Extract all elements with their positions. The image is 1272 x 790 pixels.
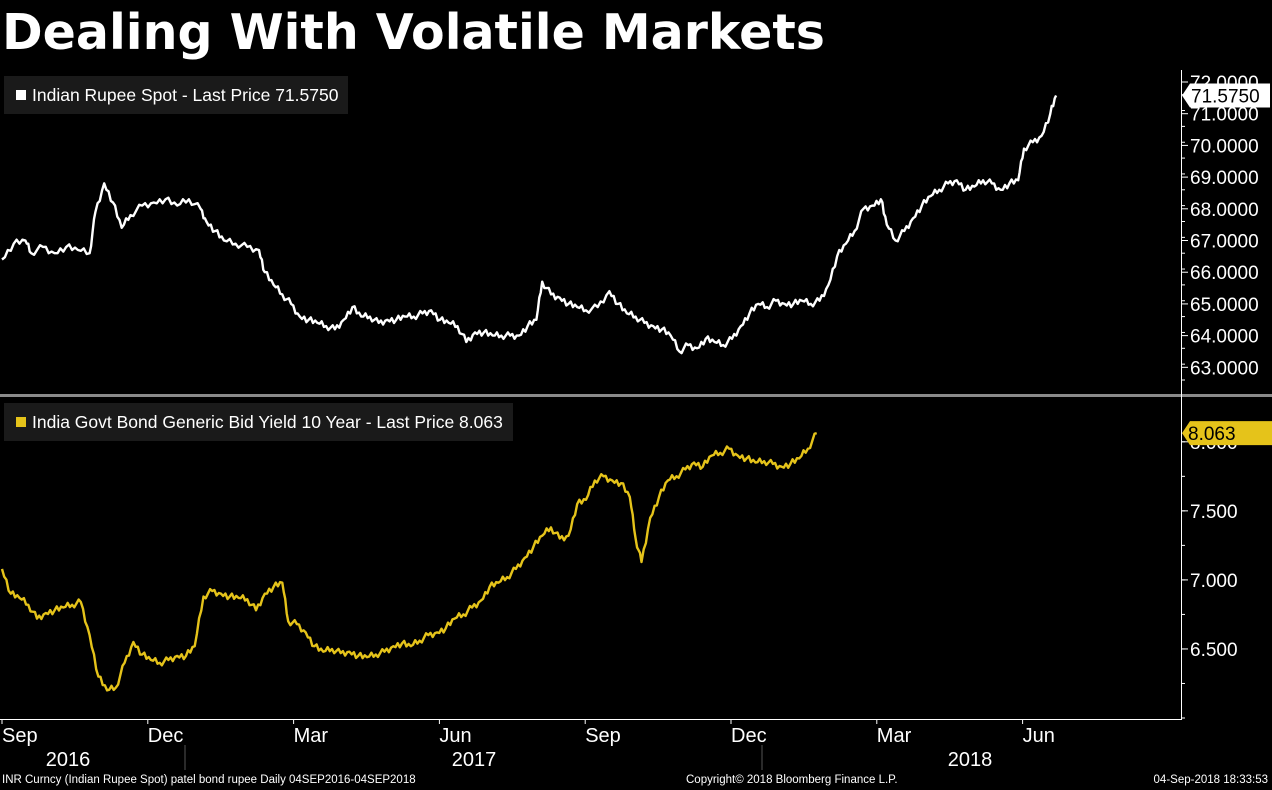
bond-ytick-label: 6.500: [1190, 640, 1238, 661]
chart-title: Dealing With Volatile Markets: [2, 4, 825, 61]
x-month-label: Mar: [294, 725, 329, 747]
x-month-label: Dec: [148, 725, 184, 747]
x-month-label: Sep: [2, 725, 38, 747]
bond-legend: India Govt Bond Generic Bid Yield 10 Yea…: [4, 403, 513, 441]
x-year-label: 2016: [46, 749, 91, 771]
x-month-label: Dec: [731, 725, 767, 747]
x-month-label: Sep: [585, 725, 621, 747]
bond-legend-text: India Govt Bond Generic Bid Yield 10 Yea…: [32, 412, 503, 432]
x-month-label: Jun: [1023, 725, 1055, 747]
rupee-legend-text: Indian Rupee Spot - Last Price 71.5750: [32, 85, 339, 105]
rupee-ytick-label: 69.0000: [1190, 168, 1259, 189]
rupee-ytick-label: 70.0000: [1190, 136, 1259, 157]
rupee-ytick-label: 68.0000: [1190, 200, 1259, 221]
rupee-ytick-label: 71.0000: [1190, 105, 1259, 126]
bond-legend-swatch: [16, 417, 26, 427]
bond-last-price-label: 8.063: [1188, 424, 1236, 445]
rupee-ytick-label: 63.0000: [1190, 358, 1259, 379]
x-month-label: Mar: [877, 725, 912, 747]
x-year-label: 2017: [452, 749, 497, 771]
bond-last-price-tag: [1182, 421, 1272, 446]
bond-series-line: [0, 431, 818, 692]
footer-timestamp: 04-Sep-2018 18:33:53: [1153, 774, 1268, 786]
bond-ytick-label: 7.000: [1190, 571, 1238, 592]
x-year-label: 2018: [948, 749, 993, 771]
rupee-last-price-tag: [1182, 83, 1270, 108]
bond-ytick-label: 7.500: [1190, 502, 1238, 523]
rupee-ytick-label: 64.0000: [1190, 327, 1259, 348]
footer-copyright: Copyright© 2018 Bloomberg Finance L.P.: [686, 774, 898, 786]
rupee-ytick-label: 67.0000: [1190, 232, 1259, 253]
rupee-legend: Indian Rupee Spot - Last Price 71.5750: [4, 76, 349, 114]
rupee-series-line: [1, 94, 1058, 355]
rupee-legend-swatch: [16, 90, 26, 100]
x-month-label: Jun: [439, 725, 471, 747]
rupee-ytick-label: 65.0000: [1190, 295, 1259, 316]
footer-security-info: INR Curncy (Indian Rupee Spot) patel bon…: [2, 774, 416, 786]
rupee-last-price-label: 71.5750: [1191, 86, 1260, 107]
rupee-ytick-label: 66.0000: [1190, 263, 1259, 284]
